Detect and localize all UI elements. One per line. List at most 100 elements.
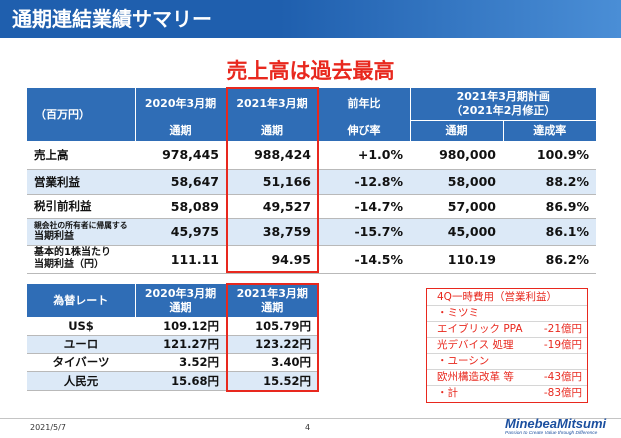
yoy-value: -14.5% — [318, 245, 410, 274]
note-line-text: エイブリック PPA — [437, 323, 523, 335]
col-fy2021-scope: 通期 — [225, 120, 318, 141]
row-label: 税引前利益 — [27, 194, 135, 219]
slide-title: 通期連結業績サマリー — [12, 7, 212, 31]
achievement-value: 86.9% — [503, 194, 596, 219]
fx-title: 為替レート — [27, 284, 135, 317]
plan-value: 45,000 — [410, 218, 503, 246]
plan-value: 110.19 — [410, 245, 503, 274]
row-label: 営業利益 — [27, 169, 135, 195]
fy2020-value: 45,975 — [135, 218, 226, 246]
fx-currency: タイバーツ — [27, 353, 135, 372]
logo-tagline: Passion to Create Value through Differen… — [505, 431, 598, 436]
col-plan-achievement: 達成率 — [502, 120, 596, 141]
yoy-value: -14.7% — [318, 194, 410, 219]
title-bar: 通期連結業績サマリー — [0, 0, 621, 38]
fx-header-row: 為替レート 2020年3月期 通期 2021年3月期 通期 — [27, 284, 318, 317]
fx-currency: 人民元 — [27, 371, 135, 391]
col-plan-scope: 通期 — [409, 120, 503, 141]
plan-value: 980,000 — [410, 141, 503, 170]
fx-fy2020-rate: 3.52円 — [135, 353, 226, 372]
fy2021-value: 94.95 — [226, 245, 318, 274]
fx-currency: ユーロ — [27, 335, 135, 354]
plan-value: 58,000 — [410, 169, 503, 195]
logo-name: MinebeaMitsumi — [505, 416, 607, 431]
fx-col-fy2020: 2020年3月期 通期 — [134, 284, 226, 317]
fx-row-eur: ユーロ 121.27円 123.22円 — [27, 335, 318, 354]
fx-fy2021-rate: 15.52円 — [226, 371, 318, 391]
row-label-text-line2: 当期利益（円） — [34, 259, 104, 270]
yoy-value: +1.0% — [318, 141, 410, 170]
fx-col-fy2021: 2021年3月期 通期 — [225, 284, 318, 317]
fx-row-usd: US$ 109.12円 105.79円 — [27, 317, 318, 336]
row-label: 売上高 — [27, 141, 135, 170]
row-label-text-line1: 基本的1株当たり — [34, 247, 111, 258]
col-yoy-sub: 伸び率 — [317, 120, 410, 141]
fx-fy2020-rate: 109.12円 — [135, 317, 226, 336]
note-line-ablic-ppa: エイブリック PPA -21億円 — [427, 322, 587, 338]
note-line-total: ・計 -83億円 — [427, 386, 587, 402]
row-label-text: 営業利益 — [34, 174, 80, 189]
row-label-text-line2: 当期利益 — [34, 231, 74, 242]
fx-col-fy2020-scope: 通期 — [169, 300, 192, 314]
row-net-income-owners: 親会社の所有者に帰属する 当期利益 45,975 38,759 -15.7% 4… — [27, 218, 596, 246]
note-line-text: ・計 — [437, 387, 458, 399]
note-line-text: 欧州構造改革 等 — [437, 371, 514, 383]
fx-rate-table: 為替レート 2020年3月期 通期 2021年3月期 通期 US$ 109.12… — [27, 284, 318, 391]
note-line-amount: -43億円 — [543, 371, 582, 383]
fx-currency: US$ — [27, 317, 135, 336]
note-line-amount: -83億円 — [543, 387, 582, 399]
fx-row-cny: 人民元 15.68円 15.52円 — [27, 371, 318, 391]
fx-fy2020-rate: 121.27円 — [135, 335, 226, 354]
headline: 売上高は過去最高 — [226, 59, 395, 83]
yoy-value: -15.7% — [318, 218, 410, 246]
note-line-text: ・ミツミ — [437, 307, 479, 319]
note-line-optical-devices: 光デバイス 処理 -19億円 — [427, 338, 587, 354]
one-time-costs-title: 4Q一時費用（営業利益） — [427, 289, 587, 306]
note-line-mitsumi: ・ミツミ — [427, 306, 587, 322]
row-label-text: 税引前利益 — [34, 199, 92, 213]
results-header-row: （百万円） 2020年3月期 2021年3月期 前年比 2021年3月期計画 （… — [27, 88, 596, 141]
fx-fy2021-rate: 105.79円 — [226, 317, 318, 336]
achievement-value: 86.2% — [503, 245, 596, 274]
achievement-value: 86.1% — [503, 218, 596, 246]
company-logo: MinebeaMitsumi Passion to Create Value t… — [505, 417, 617, 437]
fy2020-value: 978,445 — [135, 141, 226, 170]
achievement-value: 100.9% — [503, 141, 596, 170]
row-operating-income: 営業利益 58,647 51,166 -12.8% 58,000 88.2% — [27, 169, 596, 195]
note-line-text: ・ユーシン — [437, 355, 490, 367]
fy2020-value: 111.11 — [135, 245, 226, 274]
fy2021-value: 988,424 — [226, 141, 318, 170]
achievement-value: 88.2% — [503, 169, 596, 195]
note-line-u-shin: ・ユーシン — [427, 354, 587, 370]
row-label: 基本的1株当たり 当期利益（円） — [27, 245, 135, 274]
fx-row-thb: タイバーツ 3.52円 3.40円 — [27, 353, 318, 372]
row-pretax-income: 税引前利益 58,089 49,527 -14.7% 57,000 86.9% — [27, 194, 596, 219]
yoy-value: -12.8% — [318, 169, 410, 195]
one-time-costs-box: 4Q一時費用（営業利益） ・ミツミ エイブリック PPA -21億円 光デバイス… — [426, 288, 588, 403]
col-fy2020-period: 2020年3月期 — [134, 88, 226, 120]
footer-divider — [0, 418, 621, 419]
row-revenue: 売上高 978,445 988,424 +1.0% 980,000 100.9% — [27, 141, 596, 170]
results-table: （百万円） 2020年3月期 2021年3月期 前年比 2021年3月期計画 （… — [27, 88, 596, 274]
fx-col-fy2021-scope: 通期 — [261, 300, 284, 314]
plan-value: 57,000 — [410, 194, 503, 219]
fx-fy2021-rate: 3.40円 — [226, 353, 318, 372]
fy2021-value: 38,759 — [226, 218, 318, 246]
plan-revision: （2021年2月修正） — [451, 103, 556, 117]
fy2021-value: 51,166 — [226, 169, 318, 195]
plan-title: 2021年3月期計画 — [456, 89, 550, 103]
note-line-europe-restructuring: 欧州構造改革 等 -43億円 — [427, 370, 587, 386]
unit-label: （百万円） — [27, 88, 135, 141]
note-line-amount: -21億円 — [543, 323, 582, 335]
note-line-text: 光デバイス 処理 — [437, 339, 514, 351]
fx-fy2020-rate: 15.68円 — [135, 371, 226, 391]
row-label-text: 売上高 — [34, 147, 69, 162]
col-plan-header: 2021年3月期計画 （2021年2月修正） — [409, 88, 596, 121]
row-basic-eps: 基本的1株当たり 当期利益（円） 111.11 94.95 -14.5% 110… — [27, 245, 596, 274]
fx-fy2021-rate: 123.22円 — [226, 335, 318, 354]
fy2021-value: 49,527 — [226, 194, 318, 219]
row-label-text-line1: 親会社の所有者に帰属する — [34, 221, 128, 230]
note-line-amount: -19億円 — [543, 339, 582, 351]
col-fy2020-scope: 通期 — [134, 120, 226, 141]
col-yoy-title: 前年比 — [317, 88, 410, 120]
